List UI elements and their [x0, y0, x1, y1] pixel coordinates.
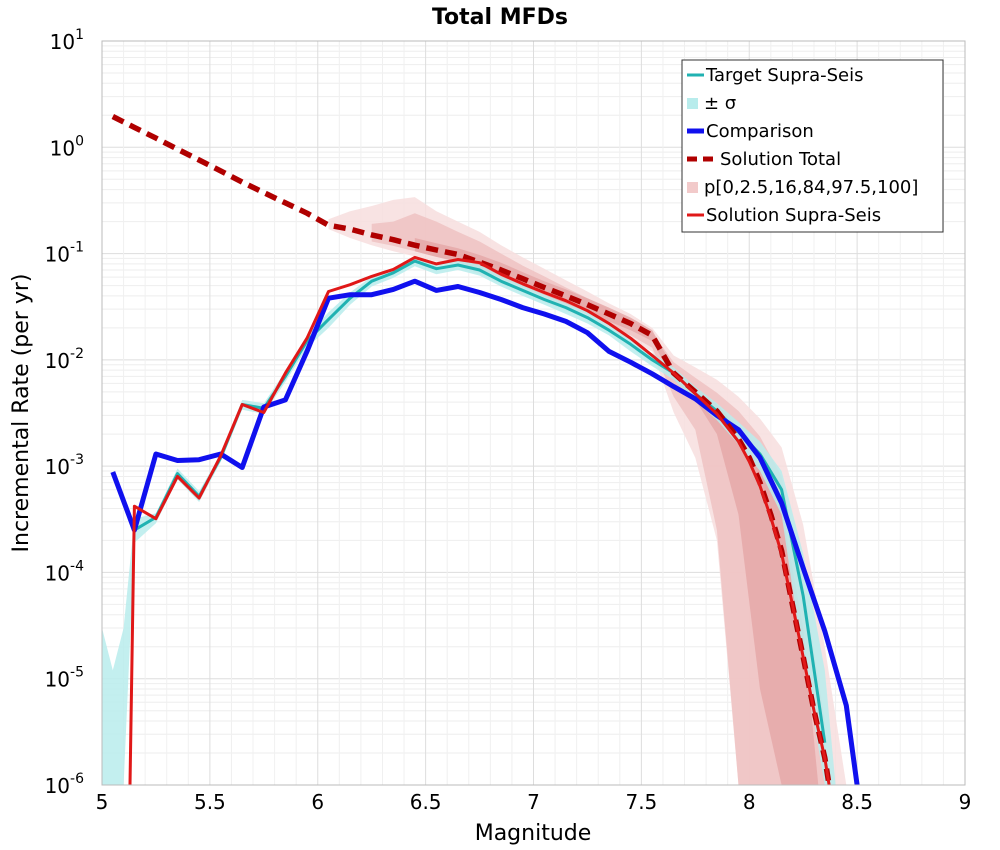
x-tick-label: 7: [527, 790, 540, 814]
y-axis-label: Incremental Rate (per yr): [9, 274, 34, 553]
comparison-line: [110, 278, 860, 785]
x-tick-label: 6.5: [410, 790, 442, 814]
y-tick-label: 10-1: [45, 240, 84, 267]
series: [110, 114, 860, 785]
legend-label: p[0,2.5,16,84,97.5,100]: [704, 177, 918, 198]
legend-box: [681, 59, 944, 233]
bands: [102, 197, 847, 785]
x-tick-label: 6: [311, 790, 324, 814]
legend-label: Comparison: [706, 121, 814, 142]
solution-total-line: [111, 114, 832, 785]
legend: Target Supra-Seis ± σ Comparison Solution T…: [681, 59, 944, 233]
chart-title: Total MFDs: [432, 5, 568, 30]
y-tick-label: 10-4: [45, 558, 85, 585]
y-tick-label: 10-5: [45, 665, 84, 692]
legend-label: Solution Supra-Seis: [706, 205, 881, 226]
legend-label: Target Supra-Seis: [705, 65, 863, 86]
y-tick-label: 10-6: [45, 771, 85, 798]
percentile-band-2: [414, 238, 819, 785]
x-tick-label: 5: [96, 790, 109, 814]
y-tick-label: 10-2: [45, 346, 84, 373]
solution-supra-seis-line: [128, 255, 831, 785]
legend-swatch: [687, 98, 698, 109]
y-tick-label: 10-3: [45, 452, 84, 479]
x-tick-label: 8.5: [841, 790, 873, 814]
x-tick-label: 7.5: [625, 790, 657, 814]
ticks: 5 5.5 6 6.5 7 7.5 8 8.5 9 101 100 10-1 10-2 10-3 10-4 1…: [45, 27, 972, 814]
y-tick-label: 101: [50, 27, 84, 54]
x-tick-label: 8: [743, 790, 756, 814]
legend-label: ± σ: [704, 93, 736, 114]
x-axis-label: Magnitude: [475, 821, 592, 846]
x-tick-label: 9: [959, 790, 972, 814]
plot-border: [101, 40, 966, 786]
x-tick-label: 5.5: [194, 790, 226, 814]
plot-frame: [101, 40, 966, 786]
y-tick-label: 100: [50, 133, 84, 160]
legend-swatch: [687, 182, 698, 193]
legend-label: Solution Total: [720, 149, 841, 170]
